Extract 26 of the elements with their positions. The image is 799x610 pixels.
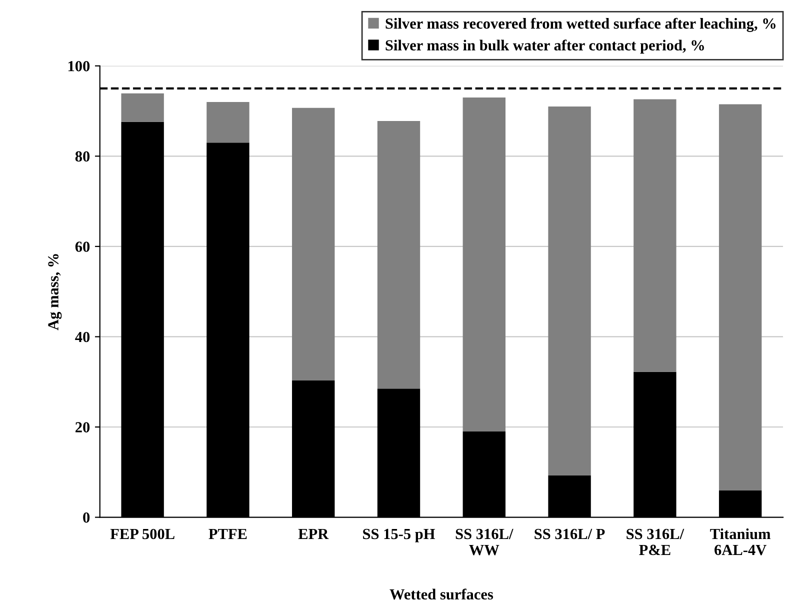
bar [548, 106, 591, 476]
x-axis-title: Wetted surfaces [390, 588, 494, 600]
bar [292, 108, 335, 381]
x-tick-label: SS 15-5 pH [363, 528, 436, 542]
y-tick-label: 60 [75, 242, 90, 252]
bar [121, 93, 164, 122]
bar [634, 99, 676, 372]
bar [462, 97, 506, 432]
bar [718, 104, 762, 490]
y-tick-label: 0 [83, 512, 90, 523]
legend-label: Silver mass in bulk water after contact period, % [386, 40, 704, 54]
y-tick-label: 100 [68, 61, 90, 72]
y-tick-label: 80 [75, 151, 90, 162]
bar [206, 102, 250, 143]
y-tick-label: 20 [76, 422, 90, 432]
x-tick-label: SS 316L/ WW [456, 528, 514, 556]
x-tick-label: FEP 500L [110, 528, 174, 540]
y-axis-title: Ag mass, % [48, 254, 62, 330]
bar [377, 120, 420, 389]
legend-label: Silver mass recovered from wetted surface after leaching, % [386, 18, 776, 32]
x-tick-label: SS 316L/ P&E [626, 528, 684, 556]
x-tick-label: EPR [298, 528, 329, 539]
x-tick-label: Titanium 6AL-4V [710, 528, 770, 556]
x-tick-label: SS 316L/ P [534, 528, 605, 540]
x-tick-label: PTFE [208, 528, 247, 539]
y-tick-label: 40 [75, 332, 90, 342]
